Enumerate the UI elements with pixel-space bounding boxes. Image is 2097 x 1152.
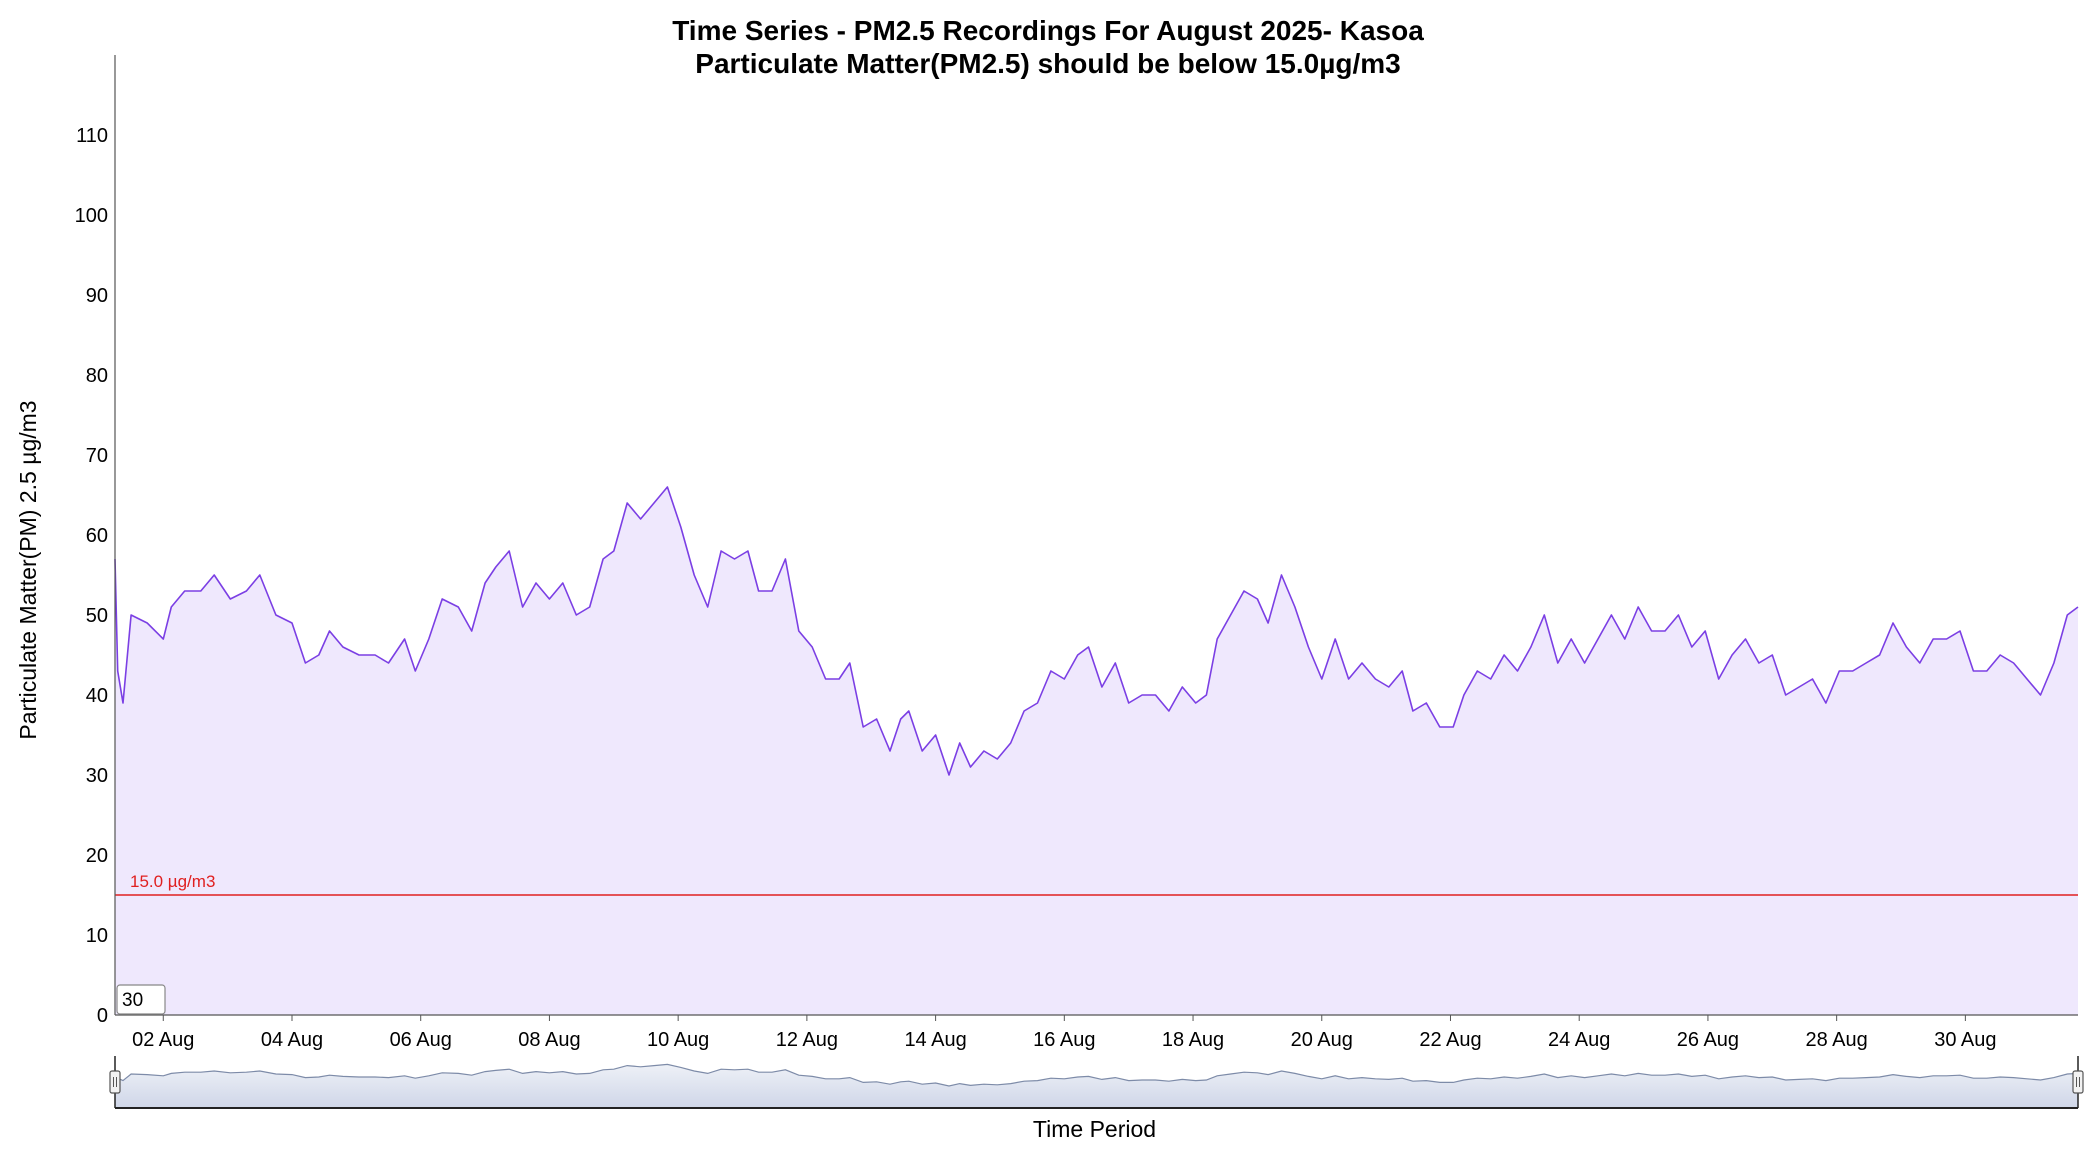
y-tick-label: 30 [86, 765, 108, 787]
y-axis: 0 10 20 30 40 50 60 70 80 90 100 110 [75, 55, 116, 1027]
x-tick-label: 16 Aug [1033, 1029, 1095, 1051]
period-input-value[interactable]: 30 [122, 990, 143, 1011]
period-input[interactable]: 30 [116, 984, 166, 1015]
y-tick-label: 100 [75, 205, 108, 227]
x-tick-label: 26 Aug [1677, 1029, 1739, 1051]
y-tick-label: 70 [86, 445, 108, 467]
pm25-area-fill [115, 487, 2078, 1015]
y-tick-label: 40 [86, 685, 108, 707]
threshold-label: 15.0 µg/m3 [130, 872, 215, 891]
pm25-series-line [114, 486, 2079, 776]
x-tick-label: 24 Aug [1548, 1029, 1610, 1051]
x-axis: 02 Aug 04 Aug 06 Aug 08 Aug 10 Aug 12 Aug 14 A… [115, 1014, 2078, 1051]
period-input-box[interactable] [116, 984, 166, 1015]
x-tick-label: 06 Aug [390, 1029, 452, 1051]
navigator-handle-grip[interactable] [109, 1070, 121, 1094]
x-tick-label: 28 Aug [1805, 1029, 1867, 1051]
navigator-series-line [114, 1063, 2079, 1087]
range-navigator[interactable] [109, 1056, 2084, 1109]
navigator-area [115, 1064, 2078, 1108]
y-axis-title: Particulate Matter(PM) 2.5 µg/m3 [15, 400, 41, 739]
plot-area: 15.0 µg/m3 [114, 486, 2079, 1015]
y-tick-label: 50 [86, 605, 108, 627]
navigator-handle-grip[interactable] [2072, 1070, 2084, 1094]
x-axis-title: Time Period [1033, 1116, 1156, 1142]
x-tick-label: 08 Aug [518, 1029, 580, 1051]
navigator-right-handle[interactable] [2072, 1070, 2084, 1094]
chart-subtitle: Particulate Matter(PM2.5) should be belo… [695, 48, 1400, 79]
y-tick-label: 20 [86, 845, 108, 867]
x-tick-label: 02 Aug [132, 1029, 194, 1051]
x-tick-label: 12 Aug [776, 1029, 838, 1051]
x-tick-label: 30 Aug [1934, 1029, 1996, 1051]
y-tick-label: 110 [76, 125, 108, 147]
chart-title: Time Series - PM2.5 Recordings For Augus… [672, 15, 1424, 46]
x-tick-label: 20 Aug [1291, 1029, 1353, 1051]
y-tick-label: 90 [86, 285, 108, 307]
y-tick-label: 80 [86, 365, 108, 387]
x-tick-label: 04 Aug [261, 1029, 323, 1051]
x-tick-label: 18 Aug [1162, 1029, 1224, 1051]
navigator-left-handle[interactable] [109, 1070, 121, 1094]
y-tick-labels: 0 10 20 30 40 50 60 70 80 90 100 110 [75, 125, 108, 1027]
x-tick-labels: 02 Aug 04 Aug 06 Aug 08 Aug 10 Aug 12 Aug 14 A… [132, 1015, 1997, 1051]
y-tick-label: 60 [86, 525, 108, 547]
y-tick-label: 0 [97, 1005, 108, 1027]
y-tick-label: 10 [86, 925, 108, 947]
x-tick-label: 14 Aug [904, 1029, 966, 1051]
x-tick-label: 10 Aug [647, 1029, 709, 1051]
x-tick-label: 22 Aug [1419, 1029, 1481, 1051]
